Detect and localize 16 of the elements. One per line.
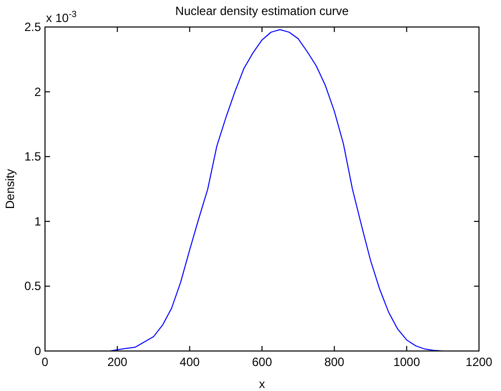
x-tick-label: 200	[107, 355, 128, 369]
x-tick-label: 600	[252, 355, 272, 369]
y-tick-label: 1.5	[24, 150, 42, 164]
y-tick-label: 2	[34, 84, 42, 99]
x-axis-title: x	[259, 377, 265, 391]
x-tick-label: 1200	[466, 355, 493, 369]
y-tick-label: 1	[34, 214, 42, 228]
x-tick-label: 400	[180, 355, 200, 369]
y-tick-label: 2.5	[24, 20, 42, 34]
y-axis-title: Density	[3, 168, 17, 210]
y-tick-label: 0	[34, 344, 42, 358]
text: x 10$^{-3}$	[46, 9, 77, 25]
x-tick-label: 1000	[393, 355, 420, 369]
x-tick-label: 800	[324, 355, 345, 369]
chart-title: Nuclear density estimation curve	[175, 4, 350, 18]
y-tick-label: 0.5	[24, 279, 42, 294]
